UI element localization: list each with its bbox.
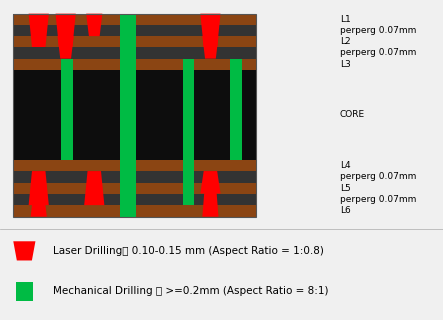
- Text: L3: L3: [340, 60, 350, 68]
- Text: perperg 0.07mm: perperg 0.07mm: [340, 172, 416, 181]
- Polygon shape: [86, 14, 102, 36]
- Polygon shape: [31, 194, 47, 217]
- Polygon shape: [29, 14, 49, 47]
- Polygon shape: [200, 171, 221, 194]
- Bar: [13, 205, 256, 217]
- Polygon shape: [200, 14, 221, 47]
- Text: L6: L6: [340, 206, 350, 215]
- Text: L1: L1: [340, 15, 350, 24]
- Polygon shape: [13, 241, 35, 260]
- Polygon shape: [58, 36, 74, 59]
- Text: perperg 0.07mm: perperg 0.07mm: [340, 48, 416, 57]
- Text: L5: L5: [340, 184, 350, 193]
- Text: Mechanical Drilling ： >=0.2mm (Aspect Ratio = 8:1): Mechanical Drilling ： >=0.2mm (Aspect Ra…: [53, 286, 329, 296]
- Bar: [16, 282, 33, 301]
- Text: CORE: CORE: [340, 110, 365, 119]
- Bar: [13, 194, 256, 205]
- Bar: [13, 183, 256, 194]
- Text: perperg 0.07mm: perperg 0.07mm: [340, 26, 416, 35]
- Bar: [13, 25, 256, 36]
- Bar: [62, 59, 73, 160]
- Bar: [230, 59, 241, 160]
- Bar: [13, 14, 256, 217]
- Bar: [13, 171, 256, 183]
- Bar: [13, 69, 256, 160]
- Polygon shape: [202, 183, 218, 217]
- Bar: [13, 14, 256, 25]
- Polygon shape: [202, 36, 218, 59]
- Text: Laser Drilling： 0.10-0.15 mm (Aspect Ratio = 1:0.8): Laser Drilling： 0.10-0.15 mm (Aspect Rat…: [53, 246, 324, 256]
- Text: L4: L4: [340, 161, 350, 170]
- Polygon shape: [55, 14, 76, 47]
- Text: L2: L2: [340, 37, 350, 46]
- Bar: [13, 14, 256, 217]
- Bar: [13, 59, 256, 69]
- Polygon shape: [29, 171, 49, 205]
- Bar: [120, 14, 136, 217]
- Text: perperg 0.07mm: perperg 0.07mm: [340, 195, 416, 204]
- Bar: [183, 59, 194, 205]
- Bar: [13, 47, 256, 59]
- Bar: [13, 36, 256, 47]
- Polygon shape: [84, 171, 105, 205]
- Bar: [13, 160, 256, 171]
